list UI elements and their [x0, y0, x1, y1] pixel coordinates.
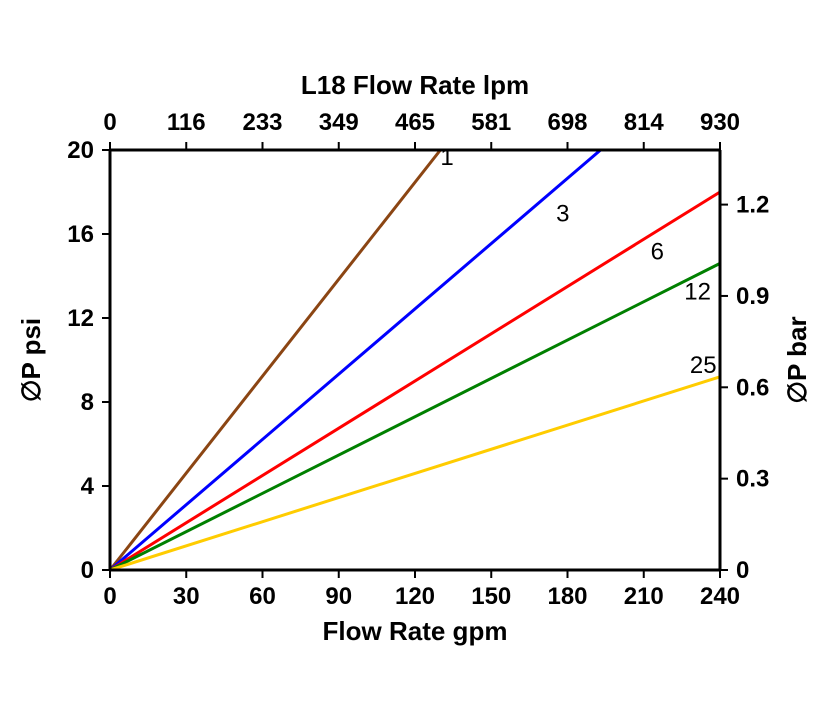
x-bottom-tick-label: 210	[624, 583, 664, 610]
x-bottom-tick-label: 60	[249, 583, 276, 610]
series-label-3: 3	[556, 201, 569, 228]
series-label-1: 1	[440, 144, 453, 171]
series-label-6: 6	[651, 239, 664, 266]
x-bottom-title: Flow Rate gpm	[323, 616, 508, 646]
x-bottom-tick-label: 30	[173, 583, 200, 610]
y-right-title: ∅P bar	[782, 316, 812, 403]
x-bottom-tick-label: 240	[700, 583, 740, 610]
y-left-tick-label: 16	[67, 221, 94, 248]
y-left-title: ∅P psi	[16, 318, 46, 402]
y-right-tick-label: 0	[736, 557, 749, 584]
x-top-tick-label: 465	[395, 109, 435, 136]
series-label-25: 25	[690, 352, 717, 379]
x-top-tick-label: 930	[700, 109, 740, 136]
x-top-tick-label: 814	[624, 109, 665, 136]
x-bottom-tick-label: 150	[471, 583, 511, 610]
series-label-12: 12	[684, 278, 711, 305]
y-left-tick-label: 0	[81, 557, 94, 584]
x-top-title: L18 Flow Rate lpm	[301, 70, 529, 100]
x-top-tick-label: 581	[471, 109, 511, 136]
y-right-tick-label: 0.9	[736, 283, 769, 310]
x-top-tick-label: 233	[242, 109, 282, 136]
x-top-tick-label: 0	[103, 109, 116, 136]
y-left-tick-label: 20	[67, 137, 94, 164]
x-top-tick-label: 116	[167, 109, 206, 136]
y-right-tick-label: 0.6	[736, 374, 769, 401]
y-left-tick-label: 8	[81, 389, 94, 416]
chart-container: 0306090120150180210240Flow Rate gpm01162…	[0, 0, 836, 702]
x-bottom-tick-label: 90	[325, 583, 352, 610]
y-left-tick-label: 4	[81, 473, 95, 500]
y-right-tick-label: 0.3	[736, 466, 769, 493]
y-right-tick-label: 1.2	[736, 192, 769, 219]
x-bottom-tick-label: 0	[103, 583, 116, 610]
x-top-tick-label: 698	[547, 109, 587, 136]
x-bottom-tick-label: 120	[395, 583, 435, 610]
pressure-flow-chart: 0306090120150180210240Flow Rate gpm01162…	[0, 0, 836, 702]
y-left-tick-label: 12	[67, 305, 94, 332]
x-bottom-tick-label: 180	[547, 583, 587, 610]
x-top-tick-label: 349	[319, 109, 359, 136]
